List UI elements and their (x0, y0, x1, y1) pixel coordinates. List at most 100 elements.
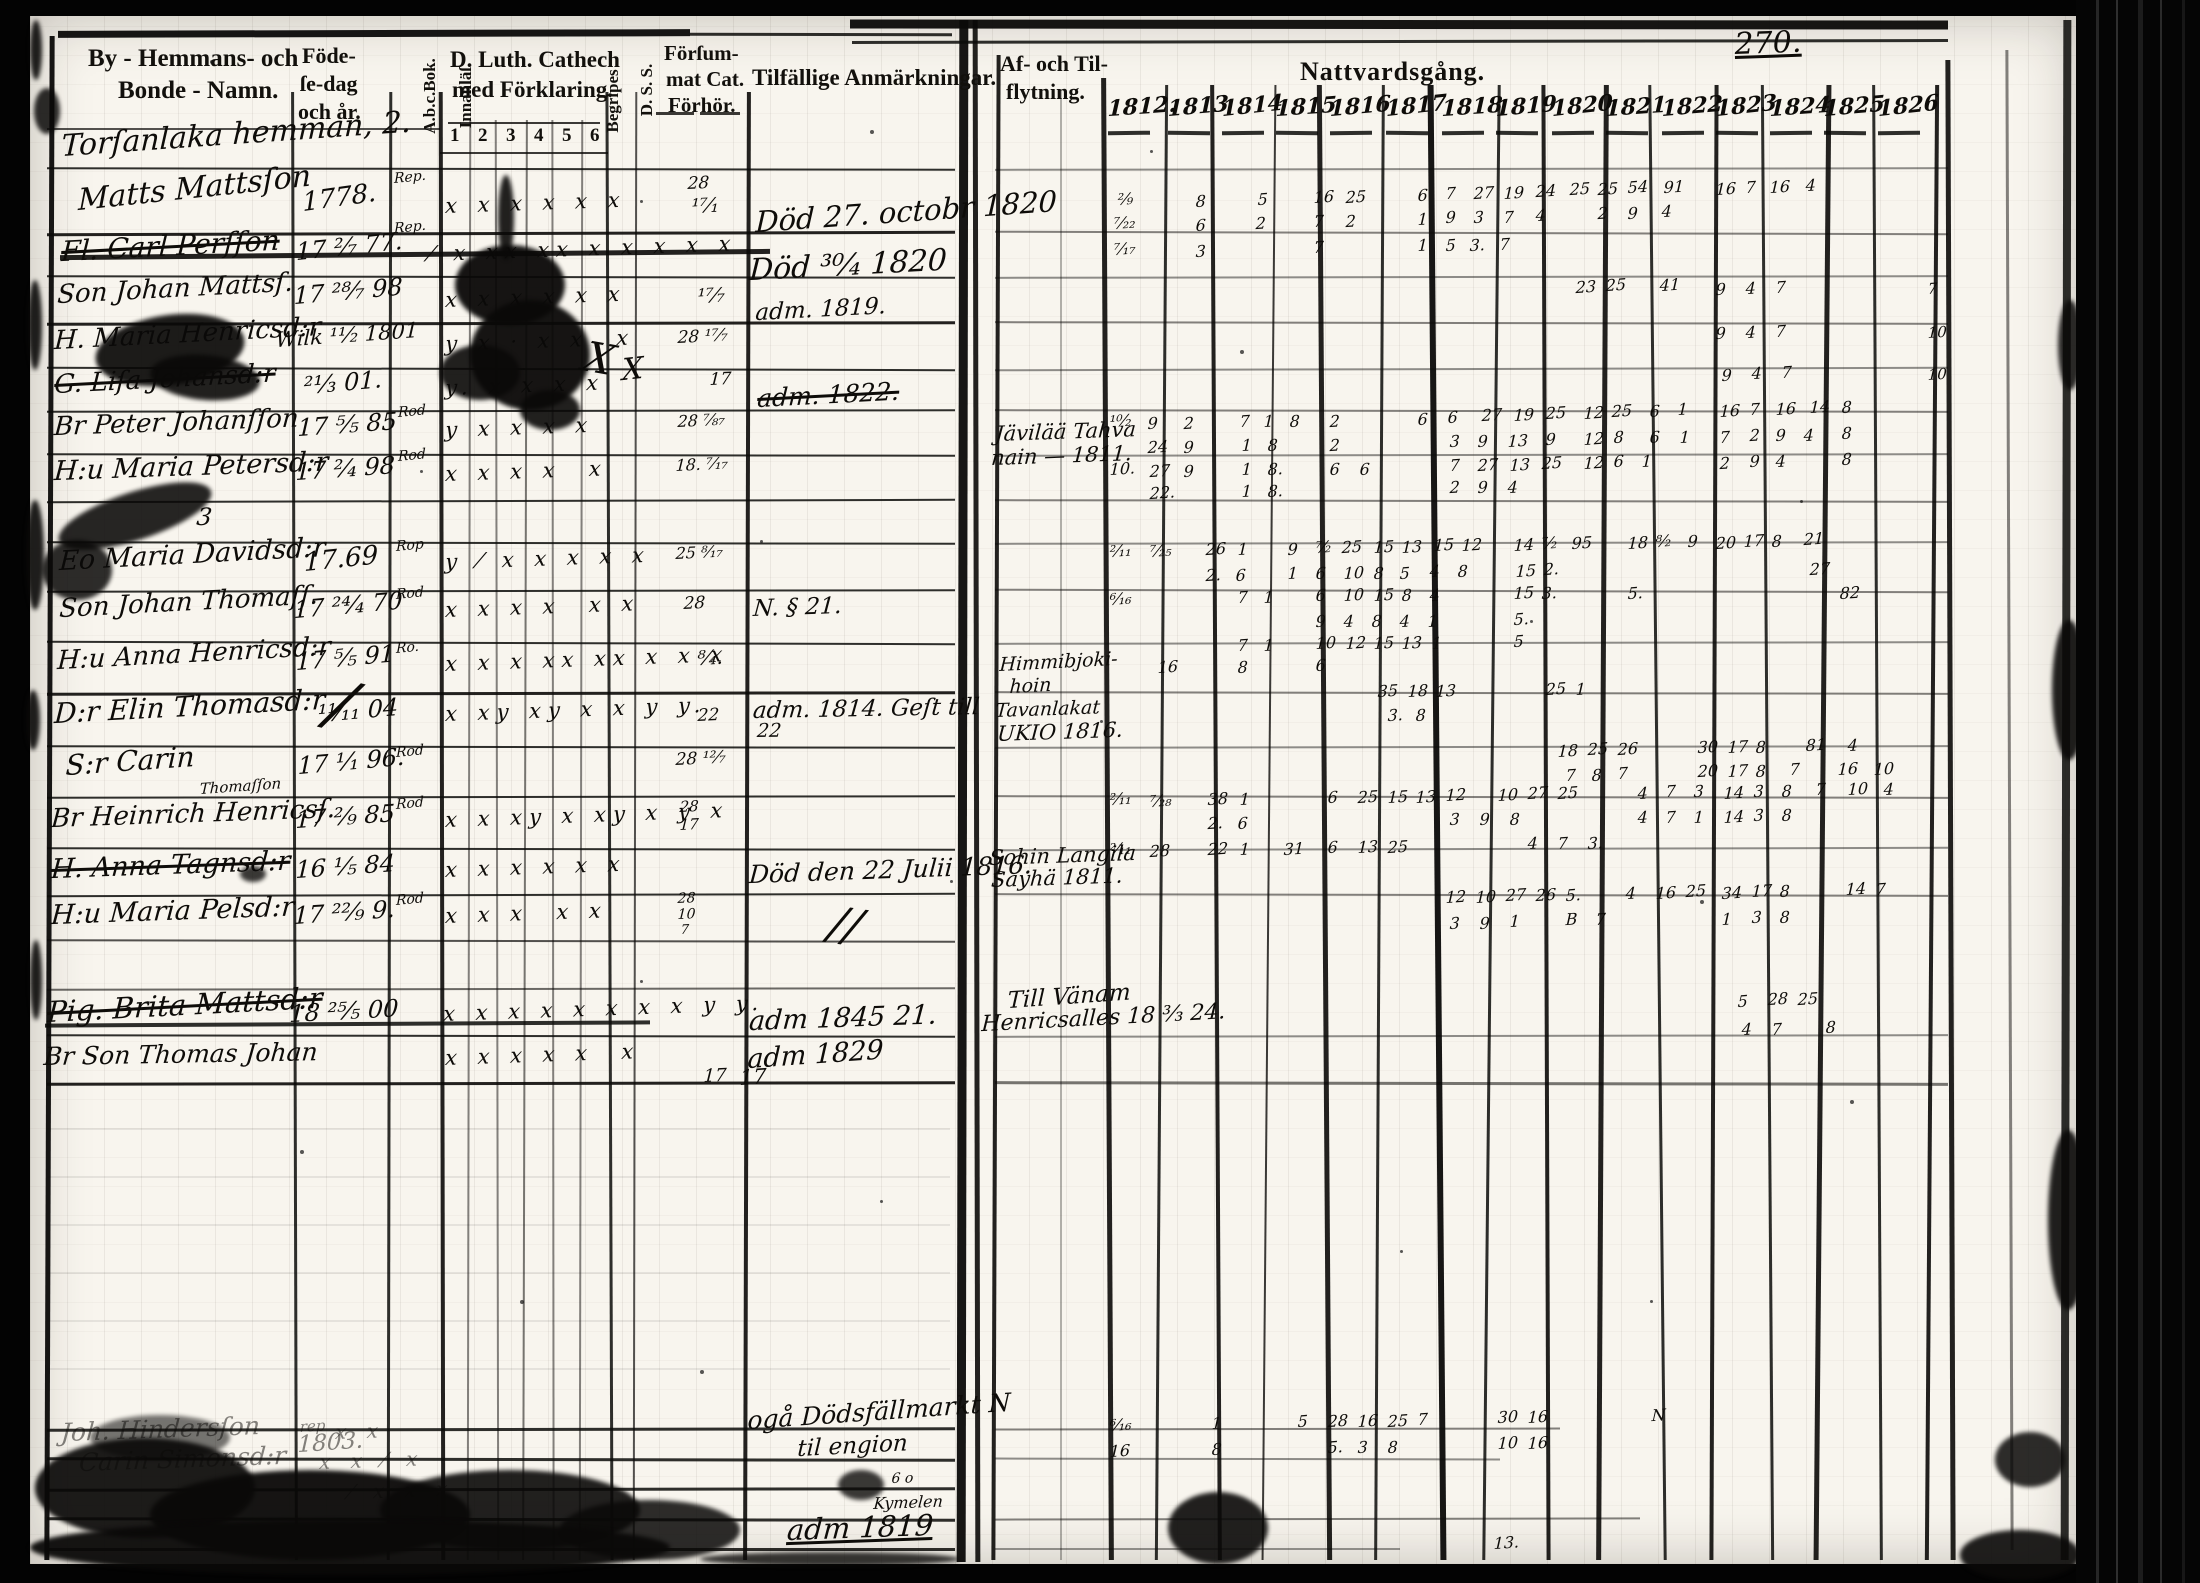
handwriting-entry: 6 (1417, 185, 1429, 206)
handwriting-entry: 1 (1721, 909, 1733, 930)
handwriting-entry: 3 (1753, 781, 1765, 802)
ink-blot (30, 20, 42, 80)
handwriting-entry: 7 (1237, 587, 1249, 608)
handwriting-entry: 38 (1207, 788, 1229, 810)
handwriting-entry: Rod (398, 446, 426, 466)
handwriting-entry: 12 (1583, 452, 1605, 474)
paper-speck (420, 470, 423, 473)
handwriting-entry: 1 (1241, 459, 1253, 480)
handwriting-entry: 3. (1387, 704, 1404, 726)
year-underline (1551, 130, 1595, 136)
handwriting-entry: 5. (1565, 884, 1582, 906)
col-header-cat-sub6: 6 (590, 125, 600, 146)
handwriting-entry: 28 (687, 172, 710, 195)
ink-blot (1960, 1530, 2080, 1580)
year-underline (1877, 130, 1921, 136)
grid-line-vertical (1060, 90, 1062, 1560)
grid-line-horizontal (47, 1272, 950, 1274)
handwriting-entry: 28 (1327, 1410, 1349, 1432)
handwriting-entry: 30 (1497, 1406, 1519, 1428)
paper-speck (1700, 900, 1704, 904)
grid-line-horizontal (47, 128, 440, 130)
handwriting-entry: 22. (1149, 482, 1176, 504)
handwriting-entry: 1 (1509, 911, 1521, 932)
handwriting-entry: 10 (677, 906, 696, 924)
handwriting-entry: 8 (1779, 907, 1791, 928)
handwriting-entry: Rop (396, 536, 424, 556)
handwriting-entry: 6 (1329, 459, 1341, 480)
handwriting-entry: 25 (1587, 738, 1609, 760)
handwriting-entry: 4 (1741, 1019, 1753, 1040)
handwriting-entry: 9 (1479, 913, 1491, 934)
paper-speck (640, 980, 643, 983)
year-underline (1107, 130, 1151, 136)
handwriting-entry: 7 (680, 922, 690, 939)
handwriting-entry: 7 (1417, 1409, 1429, 1430)
handwriting-entry: 12 (1445, 784, 1467, 806)
handwriting-entry: 34 (1721, 882, 1743, 904)
handwriting-entry: 81 (1805, 734, 1827, 756)
ink-blot (26, 690, 40, 750)
handwriting-entry: 18 (1627, 532, 1649, 554)
handwriting-entry: 3 (1449, 431, 1461, 452)
handwriting-entry: 3 (1753, 805, 1765, 826)
col-header-cat-sub1: 1 (450, 125, 460, 146)
handwriting-entry: 9 (1477, 477, 1489, 498)
handwriting-entry: rep (299, 1416, 326, 1437)
handwriting-entry: ²¹⁄₃ 01. (303, 365, 383, 401)
handwriting-entry: 12 (1445, 886, 1467, 908)
handwriting-entry: 4 (1847, 735, 1859, 756)
handwriting-entry: B (1565, 909, 1578, 930)
handwriting-entry: 8 (1825, 1017, 1837, 1038)
handwriting-entry: 24 (1147, 436, 1169, 458)
handwriting-entry: 2. (1543, 558, 1560, 580)
handwriting-entry: 7 (1237, 635, 1249, 656)
handwriting-entry: 25 (1545, 678, 1567, 700)
col-header-names-line2: Bonde - Namn. (118, 77, 279, 104)
handwriting-entry: 6 (1613, 451, 1625, 472)
handwriting-entry: 16 ¹⁄₅ 84 (295, 849, 396, 885)
handwriting-entry: 13. (1493, 1532, 1520, 1554)
handwriting-entry: 21 (1803, 528, 1825, 550)
handwriting-entry: 7 (1815, 779, 1827, 800)
handwriting-entry: 3. (1541, 582, 1558, 604)
handwriting-entry: Rep. (394, 167, 427, 188)
handwriting-entry: 4 (1661, 201, 1673, 222)
handwriting-entry: 5. (1513, 608, 1530, 630)
ink-blot (838, 1470, 884, 1500)
handwriting-entry: 25 (1357, 786, 1379, 808)
handwriting-entry: 10. (1109, 458, 1136, 480)
handwriting-entry: 7 (1499, 234, 1511, 255)
page-spread-paper (30, 16, 2076, 1564)
handwriting-entry: 17 (1751, 880, 1773, 902)
handwriting-entry: 17 ⁵⁄₅ 85 (297, 407, 398, 443)
handwriting-entry: 10 (1497, 1432, 1519, 1454)
handwriting-entry: 9 (1479, 809, 1491, 830)
handwriting-entry: 5 (1445, 235, 1457, 256)
grid-line-horizontal (440, 152, 608, 154)
year-label: 1813 (1167, 90, 1230, 123)
handwriting-entry: 8 (1415, 705, 1427, 726)
handwriting-entry: 10 (1315, 632, 1337, 654)
paper-speck (1150, 150, 1153, 153)
handwriting-entry: 4 (1399, 611, 1411, 632)
handwriting-entry: 9 (1721, 365, 1733, 386)
handwriting-entry: 4 (1803, 425, 1815, 446)
handwriting-entry: X (622, 350, 644, 389)
handwriting-entry: 2 (1597, 203, 1609, 224)
handwriting-entry: 7 (1617, 763, 1629, 784)
handwriting-entry: 5 (1297, 1411, 1309, 1432)
handwriting-entry: 15 (1373, 584, 1395, 606)
handwriting-entry: 10 (1847, 778, 1869, 800)
handwriting-entry: 7 (1445, 183, 1457, 204)
handwriting-entry: 6 (1649, 427, 1661, 448)
handwriting-entry: 8 (1509, 809, 1521, 830)
handwriting-entry: 8 (1779, 881, 1791, 902)
year-underline (1275, 130, 1319, 136)
col-header-forsum-line2: mat Cat. (666, 67, 745, 91)
handwriting-entry: 16 (1313, 186, 1335, 208)
handwriting-entry: 12 (1583, 428, 1605, 450)
col-header-forsum-line3: Förhör. (668, 93, 736, 117)
handwriting-entry: 5 (1257, 189, 1269, 210)
handwriting-entry: 13 (1507, 430, 1529, 452)
